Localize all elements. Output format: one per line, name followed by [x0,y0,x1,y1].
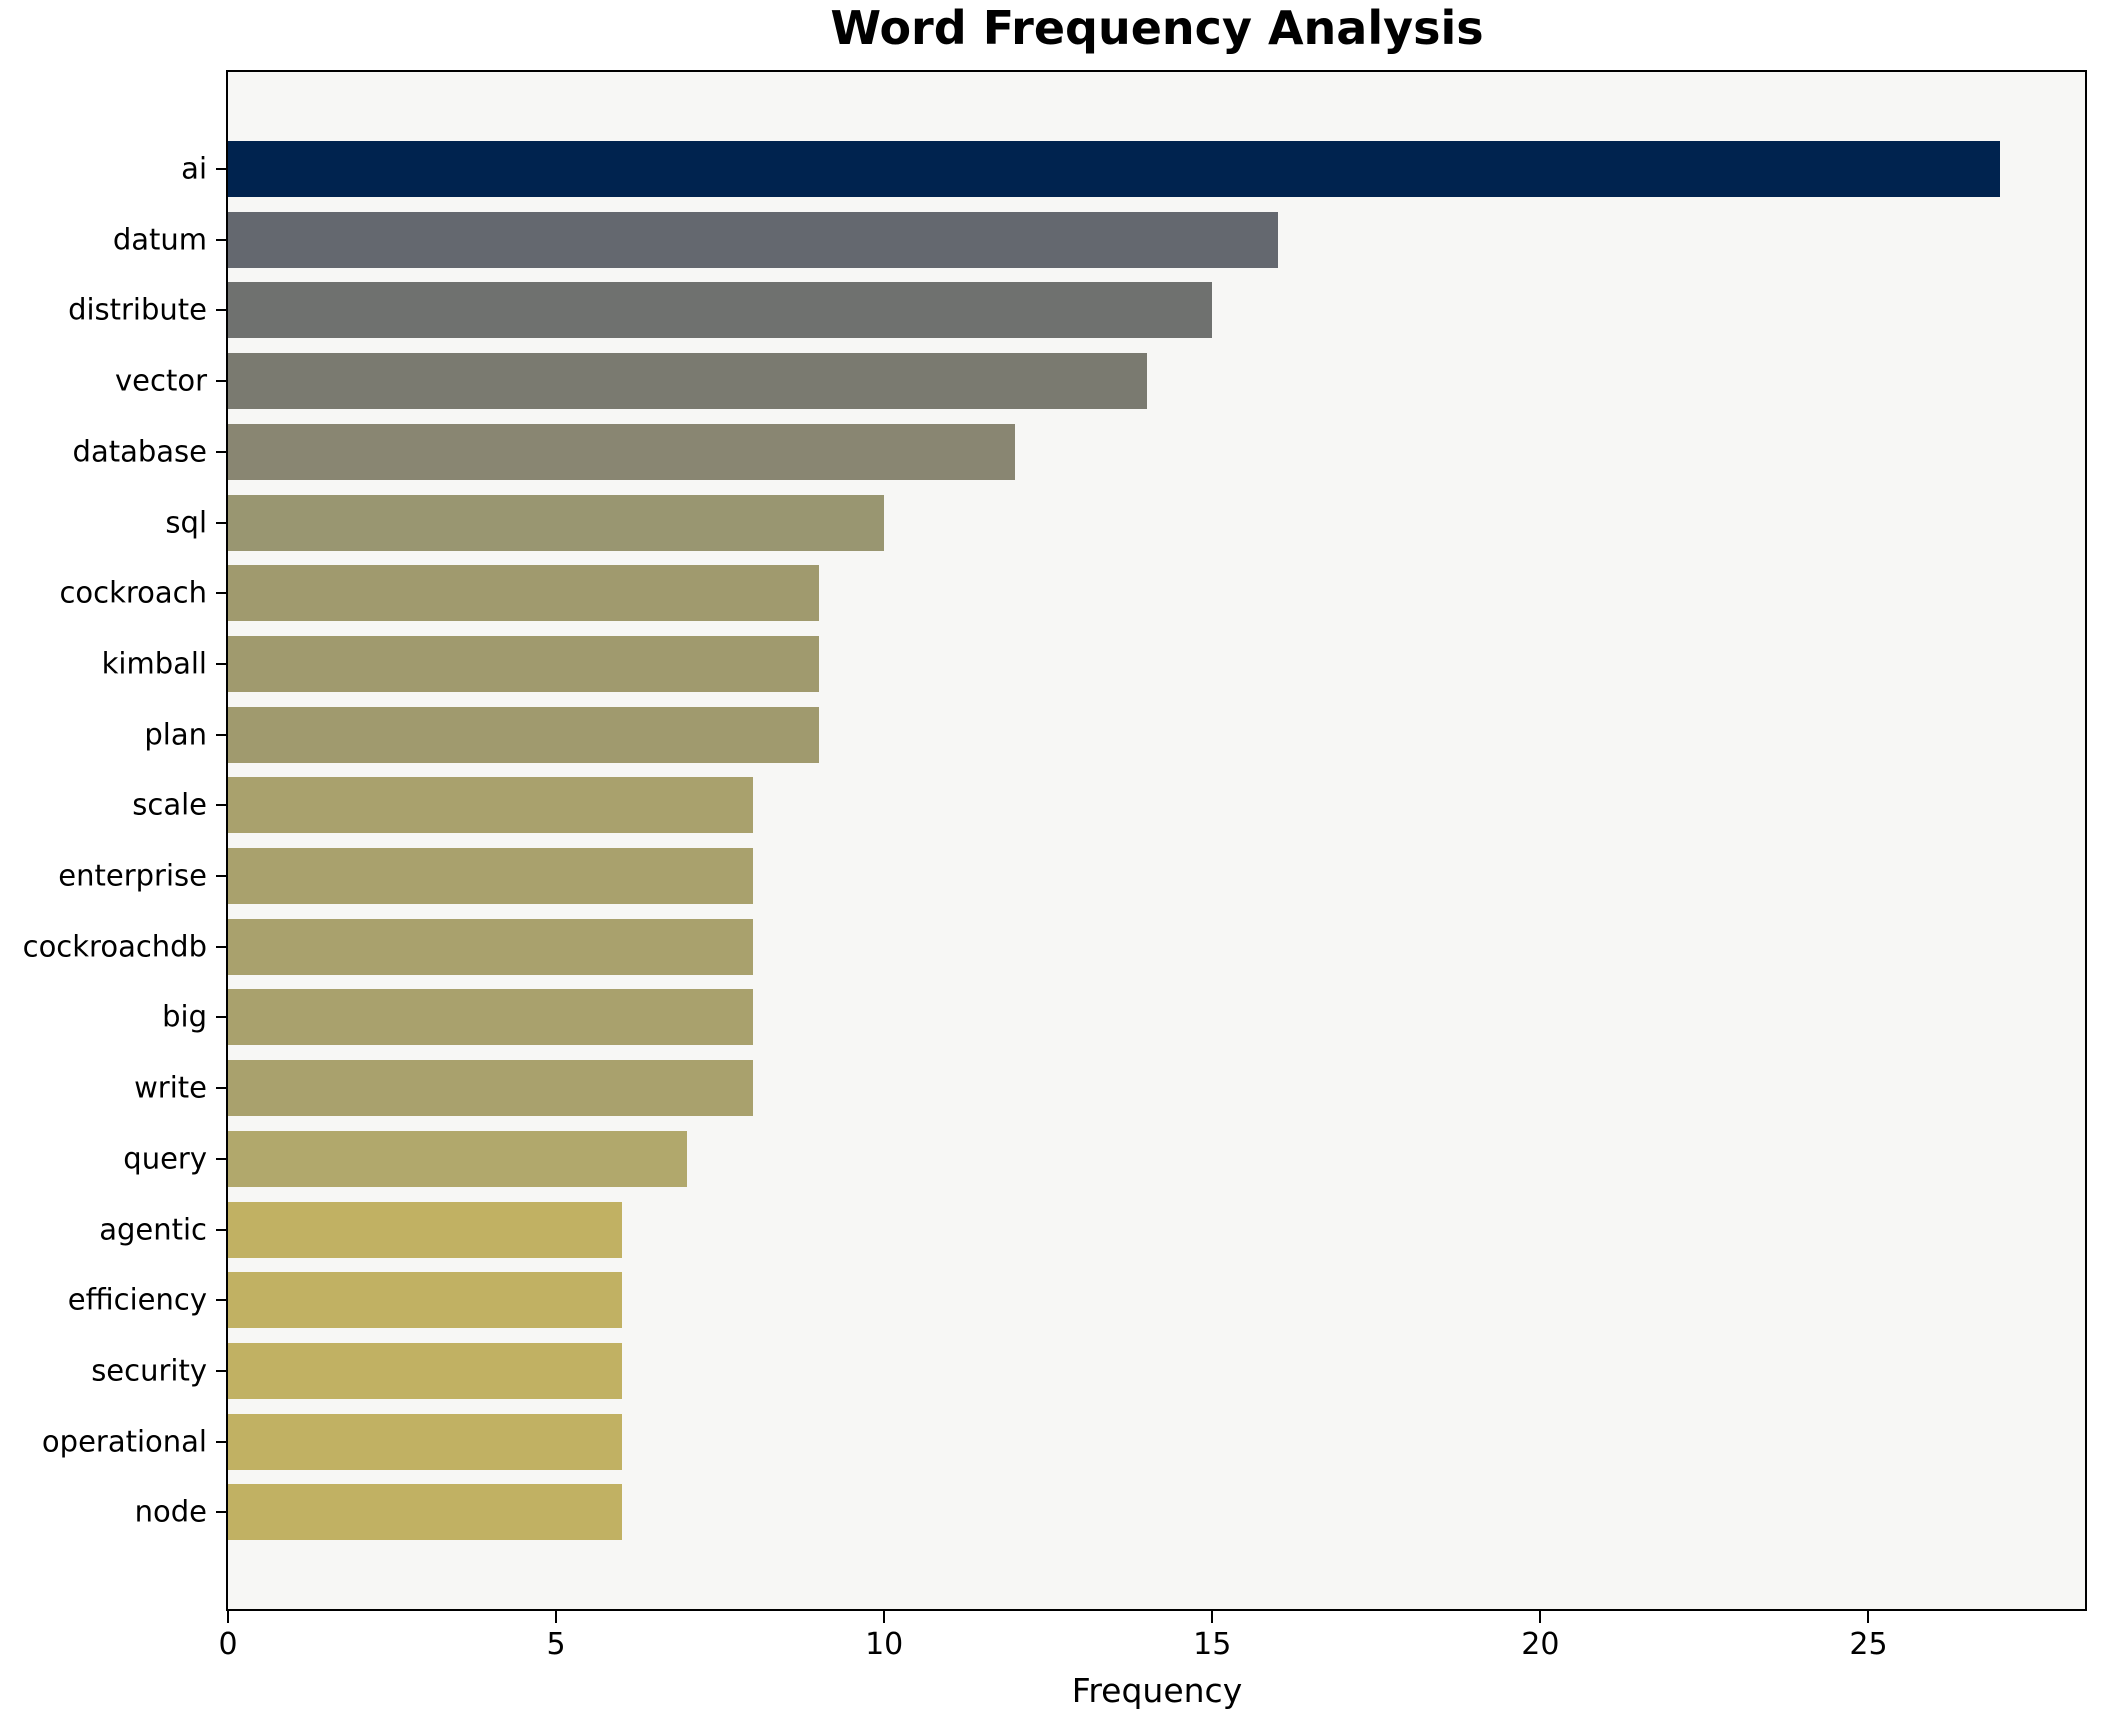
x-tick-label-25: 25 [1849,1627,1888,1662]
y-tick [216,521,227,524]
y-tick-label-distribute: distribute [68,292,207,327]
bar-big [228,989,753,1046]
y-tick [216,945,227,948]
bar-write [228,1060,753,1117]
y-tick [216,1299,227,1302]
y-tick-label-big: big [162,999,207,1034]
y-tick [216,1157,227,1160]
plot-area [226,70,2087,1611]
x-tick-label-0: 0 [218,1627,238,1662]
bar-agentic [228,1201,622,1258]
y-tick [216,168,227,170]
x-tick [1867,1611,1870,1623]
y-tick-label-vector: vector [115,363,207,398]
bar-query [228,1130,688,1187]
y-tick [216,804,227,807]
y-tick-label-kimball: kimball [101,646,207,681]
y-tick [216,1511,227,1514]
y-tick [216,662,227,665]
bar-vector [228,353,1147,410]
x-tick [555,1611,558,1623]
y-tick-label-agentic: agentic [99,1212,207,1246]
y-tick [216,875,227,877]
bar-efficiency [228,1272,622,1329]
y-tick [216,1440,227,1443]
x-tick-label-10: 10 [865,1627,904,1662]
bar-datum [228,211,1278,268]
y-tick [216,450,227,453]
bar-scale [228,777,753,834]
bar-ai [228,141,2000,197]
y-tick-label-node: node [134,1494,207,1529]
y-tick [216,1016,227,1019]
x-axis-title: Frequency [1071,1671,1243,1710]
bar-distribute [228,282,1213,339]
x-tick-label-5: 5 [546,1627,566,1662]
bar-kimball [228,635,819,692]
y-tick-label-cockroach: cockroach [59,575,207,610]
y-tick [216,380,227,383]
y-tick [216,733,227,736]
x-tick [1211,1611,1214,1623]
y-tick-label-cockroachdb: cockroachdb [22,929,207,964]
y-tick-label-operational: operational [41,1424,207,1459]
chart-title: Word Frequency Analysis [830,1,1484,55]
y-tick-label-query: query [123,1141,207,1176]
y-tick-label-ai: ai [181,151,207,186]
bar-operational [228,1413,622,1470]
x-tick-label-15: 15 [1193,1627,1232,1662]
x-tick [1539,1611,1542,1623]
bar-node [228,1484,622,1541]
bar-security [228,1342,622,1399]
x-tick [227,1611,229,1623]
y-tick-label-write: write [134,1070,207,1105]
y-tick-label-sql: sql [165,505,207,539]
bar-database [228,423,1016,480]
y-tick-label-datum: datum [112,222,207,257]
y-tick-label-enterprise: enterprise [58,858,207,893]
x-tick [883,1611,886,1623]
y-tick-label-efficiency: efficiency [67,1282,207,1317]
y-tick [216,592,227,595]
y-tick [216,309,227,312]
bar-cockroach [228,565,819,622]
y-tick [216,1087,227,1090]
bar-plan [228,706,819,763]
y-tick-label-scale: scale [132,787,207,822]
y-tick-label-database: database [72,434,207,469]
y-tick-label-security: security [91,1353,207,1388]
bar-enterprise [228,848,753,904]
bar-sql [228,494,885,551]
y-tick [216,238,227,241]
y-tick-label-plan: plan [144,717,207,752]
bar-cockroachdb [228,918,753,975]
y-tick [216,1228,227,1231]
y-tick [216,1369,227,1372]
x-tick-label-20: 20 [1521,1627,1560,1662]
